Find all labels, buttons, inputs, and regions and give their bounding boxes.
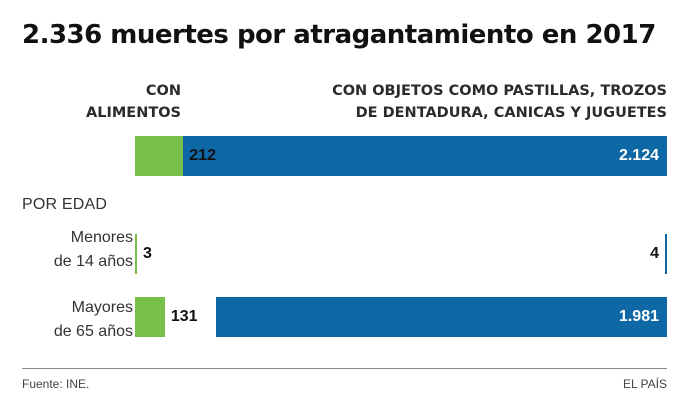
section-label-by-age: POR EDAD bbox=[22, 196, 108, 213]
row-label-menores-line-1: Menores bbox=[70, 229, 133, 246]
legend-objects-line-1: CON OBJETOS COMO PASTILLAS, TROZOS bbox=[332, 83, 667, 99]
bar-food-mayores bbox=[135, 297, 165, 337]
value-objects-total: 2.124 bbox=[618, 147, 659, 164]
value-food-menores: 3 bbox=[143, 245, 152, 262]
row-label-mayores: Mayores de 65 años bbox=[54, 296, 133, 344]
source-note: Fuente: INE. bbox=[22, 377, 90, 391]
row-label-menores: Menores de 14 años bbox=[54, 226, 133, 274]
bar-food-menores bbox=[135, 234, 137, 274]
legend-food: CON ALIMENTOS bbox=[86, 80, 181, 124]
legend-objects-line-2: DE DENTADURA, CANICAS Y JUGUETES bbox=[355, 105, 667, 121]
legend-objects: CON OBJETOS COMO PASTILLAS, TROZOS DE DE… bbox=[332, 80, 667, 124]
row-label-menores-line-2: de 14 años bbox=[53, 253, 133, 270]
value-food-total: 212 bbox=[189, 147, 216, 164]
legend-food-line-1: CON bbox=[145, 83, 181, 99]
footer-rule bbox=[22, 368, 667, 369]
row-label-mayores-line-1: Mayores bbox=[71, 299, 133, 316]
value-food-mayores: 131 bbox=[170, 308, 198, 325]
legend-food-line-2: ALIMENTOS bbox=[86, 105, 181, 121]
bar-objects-total bbox=[183, 136, 667, 176]
row-label-mayores-line-2: de 65 años bbox=[53, 323, 133, 340]
brand-label: EL PAÍS bbox=[622, 377, 667, 391]
chart-title: 2.336 muertes por atragantamiento en 201… bbox=[22, 20, 656, 50]
bar-food-total bbox=[135, 136, 184, 176]
bar-objects-menores bbox=[665, 234, 667, 274]
value-objects-mayores: 1.981 bbox=[618, 308, 659, 325]
bar-objects-mayores bbox=[215, 297, 667, 337]
value-objects-menores: 4 bbox=[650, 245, 659, 262]
